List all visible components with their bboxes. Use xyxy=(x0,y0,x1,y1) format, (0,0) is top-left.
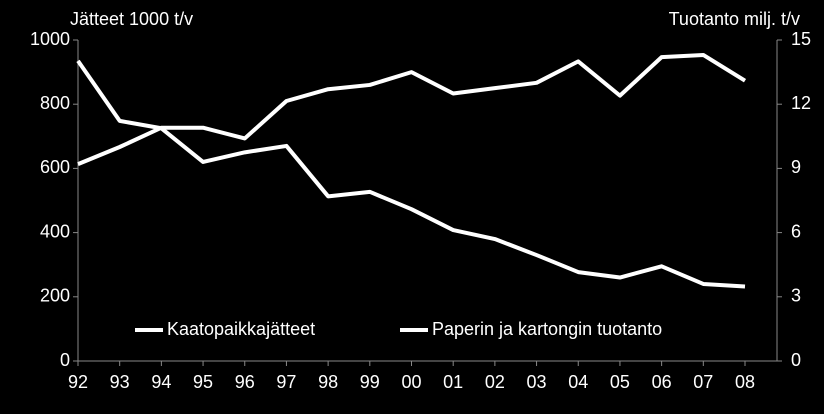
x-tick-label: 00 xyxy=(401,372,421,392)
x-tick-label: 01 xyxy=(443,372,463,392)
x-tick-label: 05 xyxy=(610,372,630,392)
y2-tick-label: 0 xyxy=(791,350,801,370)
y2-axis-title: Tuotanto milj. t/v xyxy=(669,9,800,29)
x-tick-label: 02 xyxy=(485,372,505,392)
x-tick-label: 03 xyxy=(527,372,547,392)
x-tick-label: 04 xyxy=(568,372,588,392)
x-tick-label: 93 xyxy=(110,372,130,392)
y2-tick-label: 9 xyxy=(791,157,801,177)
x-tick-label: 97 xyxy=(276,372,296,392)
y-tick-label: 600 xyxy=(40,157,70,177)
legend-label: Paperin ja kartongin tuotanto xyxy=(432,319,662,339)
y-tick-label: 400 xyxy=(40,221,70,241)
x-tick-label: 95 xyxy=(193,372,213,392)
data-line xyxy=(76,59,746,289)
y-tick-label: 200 xyxy=(40,286,70,306)
x-tick-label: 07 xyxy=(693,372,713,392)
y2-tick-label: 12 xyxy=(791,93,811,113)
x-tick-label: 94 xyxy=(151,372,171,392)
y-tick-label: 800 xyxy=(40,93,70,113)
y2-tick-label: 6 xyxy=(791,221,801,241)
legend-label: Kaatopaikkajätteet xyxy=(167,319,315,339)
x-tick-label: 96 xyxy=(235,372,255,392)
y2-tick-label: 15 xyxy=(791,29,811,49)
x-tick-label: 08 xyxy=(735,372,755,392)
x-tick-label: 99 xyxy=(360,372,380,392)
x-tick-label: 98 xyxy=(318,372,338,392)
y-tick-label: 1000 xyxy=(30,29,70,49)
x-tick-label: 92 xyxy=(68,372,88,392)
x-tick-label: 06 xyxy=(652,372,672,392)
data-line xyxy=(77,52,747,166)
y2-tick-label: 3 xyxy=(791,286,801,306)
y-axis-title: Jätteet 1000 t/v xyxy=(70,9,193,29)
y-tick-label: 0 xyxy=(60,350,70,370)
